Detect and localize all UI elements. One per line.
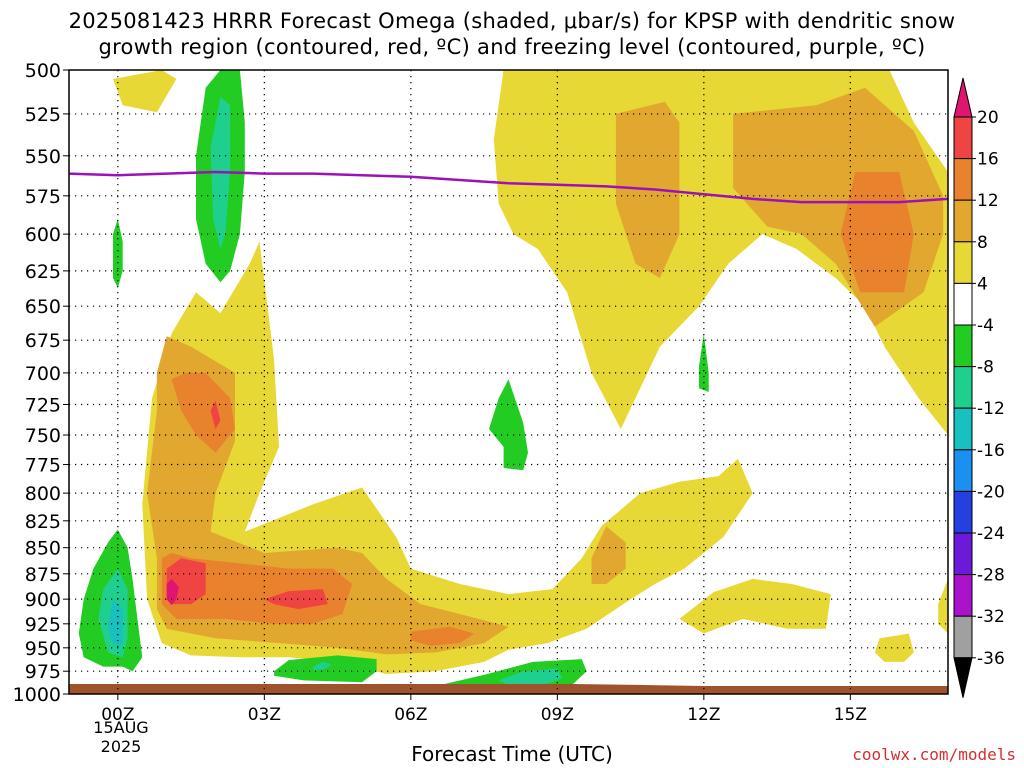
y-tick-label-575: 575: [25, 186, 61, 208]
y-tick-label-925: 925: [25, 614, 61, 636]
omega-region-26: [274, 655, 377, 683]
colorbar-box-9: [953, 490, 973, 534]
y-tick-label-500: 500: [25, 60, 61, 82]
y-tick-label-1000: 1000: [13, 684, 61, 706]
omega-region-7: [874, 633, 914, 662]
date-year-label: 2025: [100, 737, 142, 756]
omega-region-8: [938, 578, 948, 634]
y-tick-label-550: 550: [25, 146, 61, 168]
colorbar-label-4: 4: [977, 274, 988, 294]
colorbar-box-1: [953, 158, 973, 201]
ground-surface: [69, 683, 948, 694]
x-axis-label: Forecast Time (UTC): [411, 742, 613, 766]
colorbar-label-9: -20: [977, 482, 1005, 502]
y-tick-label-625: 625: [25, 261, 61, 283]
y-tick-label-850: 850: [25, 538, 61, 560]
colorbar-label-1: 16: [977, 150, 999, 170]
omega-region-6: [679, 578, 831, 634]
chart-title-line-2: growth region (contoured, red, ºC) and f…: [98, 35, 926, 59]
y-tick-label-725: 725: [25, 394, 61, 416]
omega-region-29: [498, 668, 563, 685]
x-tick-label-15Z: 15Z: [834, 705, 867, 725]
omega-region-24: [489, 379, 528, 471]
colorbar-box-11: [953, 574, 973, 617]
colorbar-box-8: [953, 449, 973, 492]
omega-region-20: [113, 219, 123, 288]
colorbar-label-10: -24: [977, 524, 1005, 544]
x-axis: 00Z 03Z 06Z 09Z 12Z 15Z: [101, 694, 867, 725]
colorbar-box-2: [953, 199, 973, 243]
x-tick-label-12Z: 12Z: [687, 705, 720, 725]
colorbar-label-3: 8: [977, 233, 988, 253]
y-tick-label-775: 775: [25, 455, 61, 477]
y-tick-label-750: 750: [25, 425, 61, 447]
colorbar-box-3: [953, 241, 973, 284]
colorbar-box-0: [953, 116, 973, 160]
x-tick-label-03Z: 03Z: [248, 705, 281, 725]
chart-title-line-1: 2025081423 HRRR Forecast Omega (shaded, …: [68, 9, 956, 33]
freezing-level-line: [69, 170, 948, 204]
colorbar-label-8: -16: [977, 441, 1005, 461]
colorbar-label-6: -8: [977, 358, 994, 378]
y-tick-label-525: 525: [25, 104, 61, 126]
y-tick-label-700: 700: [25, 363, 61, 385]
colorbar-label-11: -28: [977, 566, 1005, 586]
omega-region-13: [410, 626, 475, 646]
x-tick-label-00Z: 00Z: [101, 705, 134, 725]
omega-region-15: [264, 589, 328, 610]
colorbar-box-6: [953, 366, 973, 409]
colorbar-label-0: 20: [977, 108, 999, 128]
omega-region-16: [210, 400, 221, 429]
ground-layer: [69, 683, 948, 694]
colorbar-label-2: 12: [977, 191, 999, 211]
y-axis: 500 525 550 575 600 625 650 675 700 725 750 775 800 8…: [13, 60, 69, 706]
colorbar-box-7: [953, 407, 973, 451]
y-tick-label-675: 675: [25, 330, 61, 352]
colorbar-label-13: -36: [977, 649, 1005, 669]
y-tick-label-900: 900: [25, 589, 61, 611]
plot-frame: [68, 69, 949, 695]
colorbar: 20 16 12 8 4 -4 -8 -12 -16 -20 -24 -28 -32 -36: [953, 77, 1005, 698]
y-tick-label-600: 600: [25, 224, 61, 246]
freezing-level-contour: [69, 170, 948, 204]
omega-region-4: [113, 70, 177, 113]
y-tick-label-975: 975: [25, 661, 61, 683]
y-tick-label-650: 650: [25, 296, 61, 318]
colorbar-box-12: [953, 615, 973, 659]
credit-link[interactable]: coolwx.com/models: [852, 745, 1016, 764]
colorbar-label-5: -4: [977, 316, 994, 336]
colorbar-box-4: [953, 282, 973, 326]
colorbar-label-12: -32: [977, 607, 1005, 627]
x-tick-label-09Z: 09Z: [541, 705, 574, 725]
x-tick-label-06Z: 06Z: [394, 705, 427, 725]
y-tick-label-950: 950: [25, 638, 61, 660]
omega-region-10: [591, 526, 626, 584]
omega-region-17: [166, 578, 179, 606]
omega-shading: [78, 70, 948, 688]
y-tick-label-825: 825: [25, 511, 61, 533]
colorbar-box-10: [953, 532, 973, 576]
colorbar-box-5: [953, 324, 973, 368]
omega-region-23: [108, 599, 123, 648]
omega-region-12: [171, 372, 235, 453]
omega-region-27: [313, 661, 333, 671]
date-day-label: 15AUG: [93, 718, 149, 737]
grid-lines: [69, 70, 948, 694]
y-tick-label-875: 875: [25, 564, 61, 586]
y-tick-label-800: 800: [25, 483, 61, 505]
omega-region-25: [699, 333, 709, 392]
colorbar-label-7: -12: [977, 399, 1005, 419]
colorbar-bottom-triangle: [953, 657, 973, 698]
